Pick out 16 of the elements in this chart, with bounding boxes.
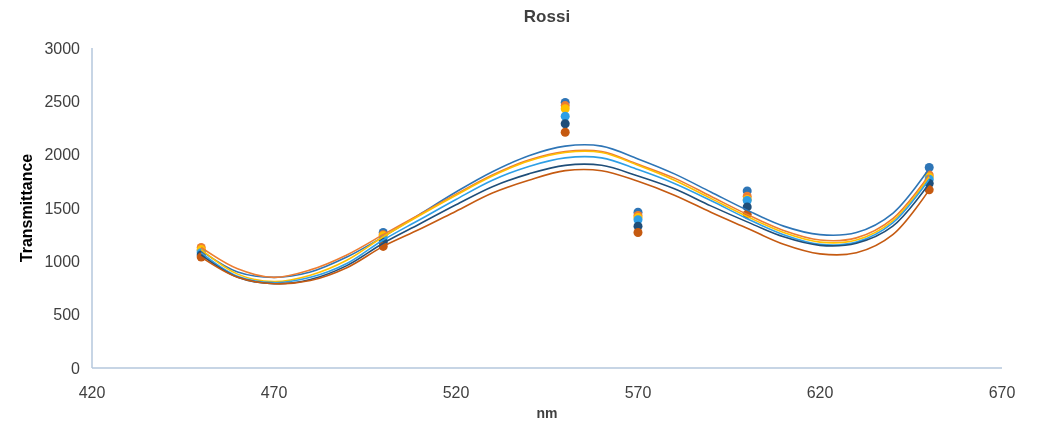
x-tick-label: 470 xyxy=(260,384,288,401)
y-tick-label: 0 xyxy=(71,359,81,377)
y-tick-label: 2000 xyxy=(44,146,81,164)
x-tick-label: 520 xyxy=(442,384,470,401)
x-axis-title: nm xyxy=(536,405,558,421)
y-axis-title: Transmittance xyxy=(18,153,35,263)
x-tick-label: 420 xyxy=(78,384,106,401)
x-tick-label: 570 xyxy=(624,384,652,401)
chart-title: Rossi xyxy=(523,7,571,26)
x-tick-label: 620 xyxy=(806,384,834,401)
y-tick-label: 1500 xyxy=(44,199,81,217)
y-tick-label: 500 xyxy=(53,306,81,324)
y-tick-label: 2500 xyxy=(44,92,81,110)
x-tick-label: 670 xyxy=(988,384,1016,401)
y-tick-label: 1000 xyxy=(44,252,81,270)
y-tick-label: 3000 xyxy=(44,39,81,57)
